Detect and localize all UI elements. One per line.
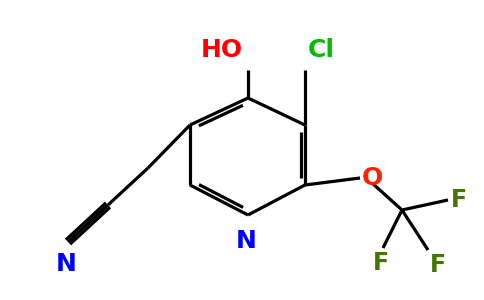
Text: F: F <box>373 251 389 275</box>
Text: HO: HO <box>201 38 243 62</box>
Text: Cl: Cl <box>308 38 335 62</box>
Text: F: F <box>430 253 446 277</box>
Text: N: N <box>56 252 76 276</box>
Text: F: F <box>451 188 467 212</box>
Text: O: O <box>362 166 383 190</box>
Text: N: N <box>236 229 257 253</box>
